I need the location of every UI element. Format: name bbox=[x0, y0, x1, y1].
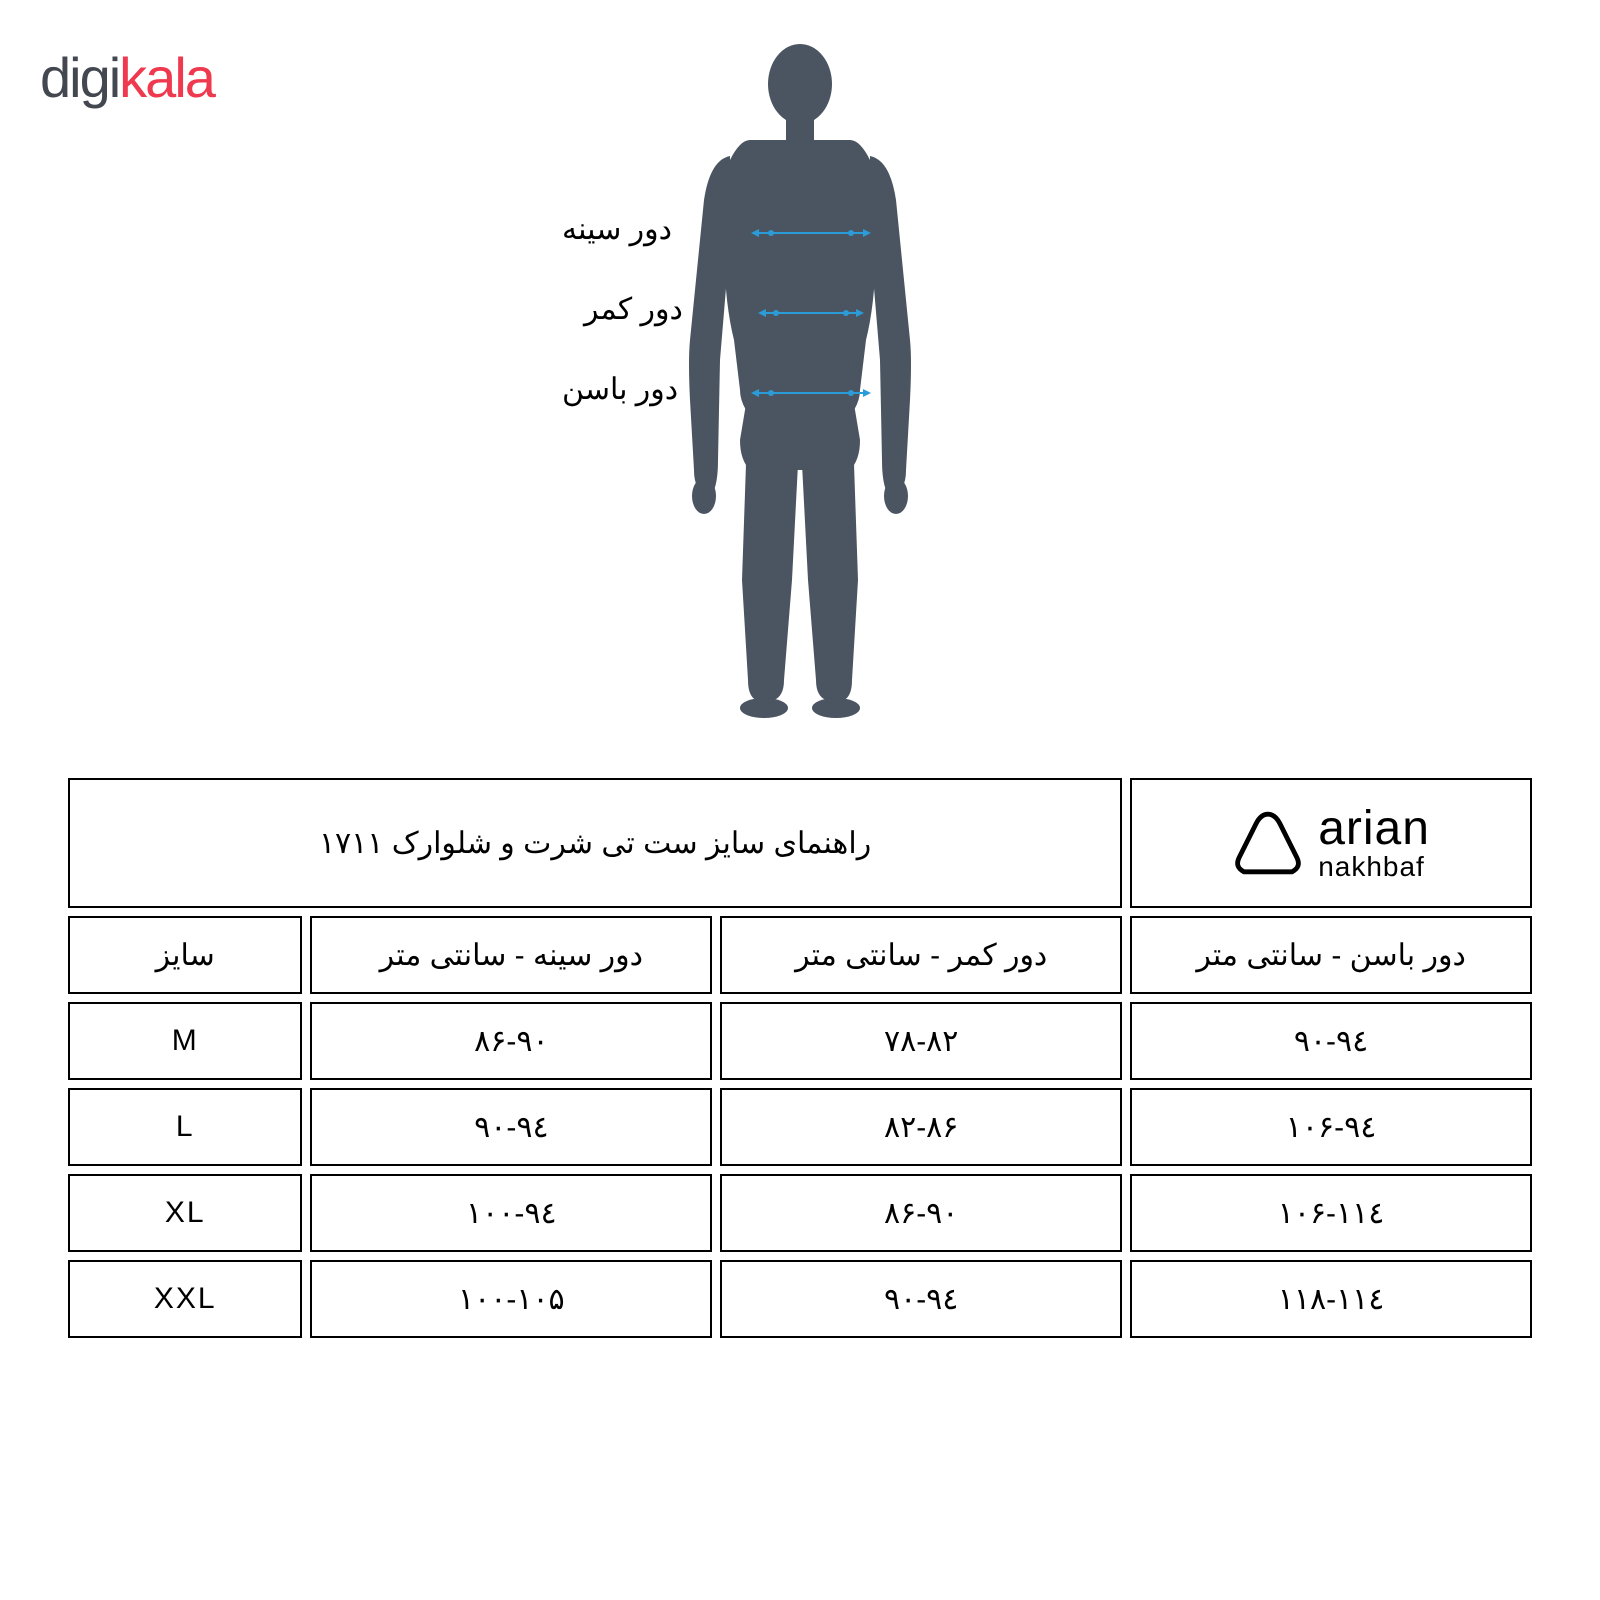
brand-cell: arian nakhbaf bbox=[1130, 778, 1532, 908]
body-silhouette-icon bbox=[630, 40, 970, 720]
cell-chest: ۱۰۰-۱۰۵ bbox=[310, 1260, 712, 1338]
table-header-row: سایز دور سینه - سانتی متر دور کمر - سانت… bbox=[68, 916, 1532, 994]
table-row: L ۹۰-۹٤ ۸۲-۸۶ ۹٤-۱۰۶ bbox=[68, 1088, 1532, 1166]
cell-waist: ۷۸-۸۲ bbox=[720, 1002, 1122, 1080]
cell-size: XL bbox=[68, 1174, 302, 1252]
brand-sub: nakhbaf bbox=[1318, 853, 1430, 881]
silhouette-container: دور سینه دور کمر دور باسن bbox=[540, 40, 1060, 740]
measure-line-waist bbox=[758, 306, 864, 320]
col-chest: دور سینه - سانتی متر bbox=[310, 916, 712, 994]
table-row: XXL ۱۰۰-۱۰۵ ۹۰-۹٤ ۱۱٤-۱۱۸ bbox=[68, 1260, 1532, 1338]
measure-line-hip bbox=[751, 386, 871, 400]
cell-chest: ۹٤-۱۰۰ bbox=[310, 1174, 712, 1252]
cell-waist: ۸۶-۹۰ bbox=[720, 1174, 1122, 1252]
label-waist: دور کمر bbox=[584, 292, 683, 327]
col-size: سایز bbox=[68, 916, 302, 994]
table-title-row: راهنمای سایز ست تی شرت و شلوارک ۱۷۱۱ ari… bbox=[68, 778, 1532, 908]
cell-waist: ۹۰-۹٤ bbox=[720, 1260, 1122, 1338]
brand-triangle-icon bbox=[1232, 807, 1304, 879]
cell-size: XXL bbox=[68, 1260, 302, 1338]
cell-hip: ۱۱٤-۱۱۸ bbox=[1130, 1260, 1532, 1338]
label-hip: دور باسن bbox=[562, 372, 678, 407]
col-waist: دور کمر - سانتی متر bbox=[720, 916, 1122, 994]
size-guide-table: راهنمای سایز ست تی شرت و شلوارک ۱۷۱۱ ari… bbox=[60, 770, 1540, 1346]
cell-waist: ۸۲-۸۶ bbox=[720, 1088, 1122, 1166]
table-row: M ۸۶-۹۰ ۷۸-۸۲ ۹۰-۹٤ bbox=[68, 1002, 1532, 1080]
cell-size: L bbox=[68, 1088, 302, 1166]
brand-logo: arian nakhbaf bbox=[1140, 805, 1522, 881]
table-title: راهنمای سایز ست تی شرت و شلوارک ۱۷۱۱ bbox=[68, 778, 1122, 908]
label-chest: دور سینه bbox=[562, 212, 672, 247]
cell-chest: ۸۶-۹۰ bbox=[310, 1002, 712, 1080]
col-hip: دور باسن - سانتی متر bbox=[1130, 916, 1532, 994]
brand-name: arian bbox=[1318, 805, 1430, 853]
body-figure: دور سینه دور کمر دور باسن bbox=[0, 40, 1600, 740]
cell-chest: ۹۰-۹٤ bbox=[310, 1088, 712, 1166]
cell-size: M bbox=[68, 1002, 302, 1080]
table-row: XL ۹٤-۱۰۰ ۸۶-۹۰ ۱۰۶-۱۱٤ bbox=[68, 1174, 1532, 1252]
cell-hip: ۱۰۶-۱۱٤ bbox=[1130, 1174, 1532, 1252]
cell-hip: ۹۰-۹٤ bbox=[1130, 1002, 1532, 1080]
size-guide-table-wrap: راهنمای سایز ست تی شرت و شلوارک ۱۷۱۱ ari… bbox=[60, 770, 1540, 1346]
measure-line-chest bbox=[751, 226, 871, 240]
cell-hip: ۹٤-۱۰۶ bbox=[1130, 1088, 1532, 1166]
